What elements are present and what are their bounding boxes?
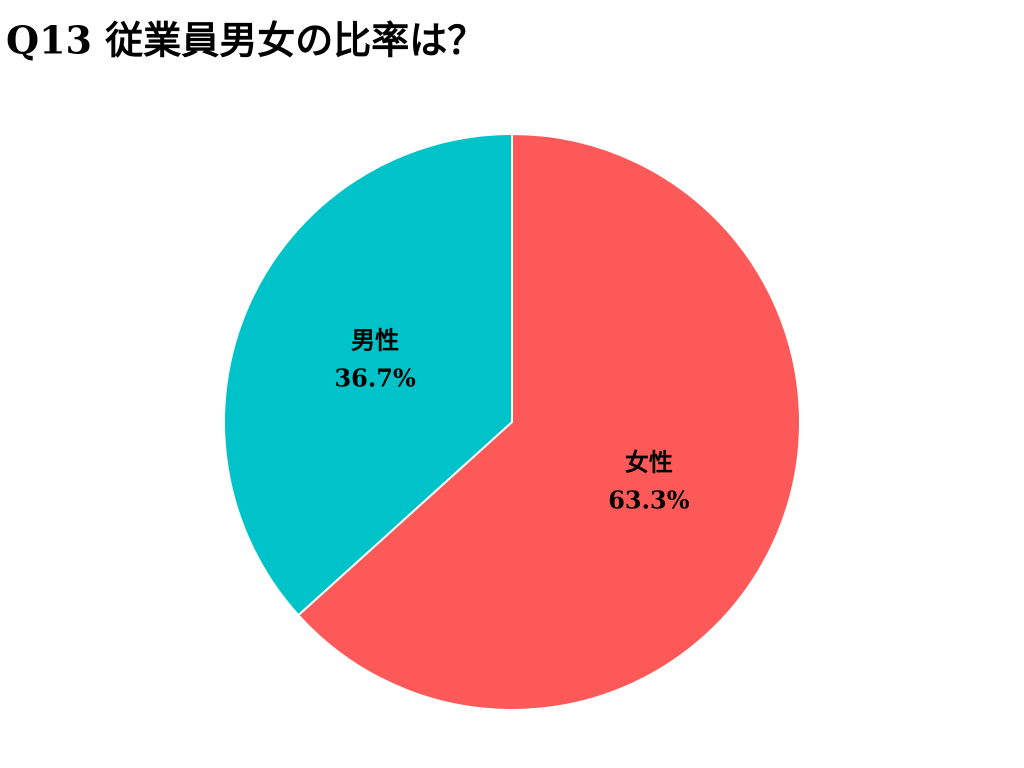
slice-value-label: 63.3% <box>608 485 689 514</box>
slice-value-label: 36.7% <box>334 364 415 393</box>
slice-label: 男性 <box>351 326 399 355</box>
pie-slice <box>296 132 801 711</box>
chart-title: Q13 従業員男女の比率は？ <box>6 18 485 63</box>
slice-label: 女性 <box>625 447 673 476</box>
pie-slice <box>223 132 513 617</box>
